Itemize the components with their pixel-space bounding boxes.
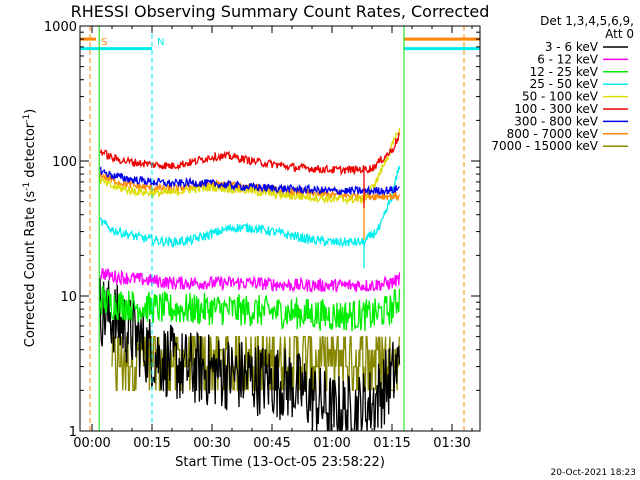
- x-tick-label: 00:15: [133, 436, 170, 451]
- x-axis-label: Start Time (13-Oct-05 23:58:22): [175, 455, 385, 470]
- y-tick-label: 100: [52, 155, 77, 170]
- y-axis-label-end: ): [23, 109, 38, 114]
- series-6-12-kev: [99, 268, 401, 294]
- series-25-50-kev: [99, 165, 401, 248]
- y-tick-label: 10: [60, 290, 77, 305]
- y-axis-label-sup1: -1: [22, 182, 32, 191]
- series-3-6-kev: [99, 277, 401, 431]
- x-tick-label: 01:15: [373, 436, 410, 451]
- y-axis-label-sup2: -1: [22, 114, 32, 123]
- series-100-300-kev: [100, 131, 401, 177]
- legend-header-attenuator: Att 0: [605, 27, 634, 41]
- legend-header-detectors: Det 1,3,4,5,6,9,: [540, 14, 634, 28]
- plot-frame: [79, 25, 481, 432]
- x-tick-label: 01:30: [433, 436, 470, 451]
- legend-label-7000-15000-kev: 7000 - 15000 keV: [491, 139, 598, 153]
- y-axis-label-mid: detector: [23, 122, 38, 182]
- legend-label-25-50-kev: 25 - 50 keV: [530, 77, 599, 91]
- annotation-n: N: [157, 37, 164, 48]
- y-tick-label: 1: [69, 425, 77, 440]
- legend-label-100-300-kev: 100 - 300 keV: [514, 102, 598, 116]
- series-300-800-kev: [99, 165, 400, 196]
- footer-timestamp: 20-Oct-2021 18:23: [551, 468, 636, 478]
- y-tick-label: 1000: [44, 20, 77, 35]
- series-50-100-kev: [99, 127, 401, 206]
- x-tick-label: 00:30: [193, 436, 230, 451]
- x-tick-label: 01:00: [313, 436, 350, 451]
- legend-label-12-25-kev: 12 - 25 keV: [530, 65, 599, 79]
- legend-label-50-100-kev: 50 - 100 keV: [522, 90, 599, 104]
- annotation-s: S: [101, 37, 107, 48]
- y-axis-label: Corrected Count Rate (s-1 detector-1): [22, 109, 38, 347]
- axes: 00:00 00:15 00:30 00:45 01:00 01:15 01:30 1 10 10…: [44, 20, 480, 451]
- x-tick-label: 00:45: [253, 436, 290, 451]
- legend-label-800-7000-kev: 800 - 7000 keV: [507, 127, 599, 141]
- x-tick-label: 00:00: [73, 436, 110, 451]
- chart-title: RHESSI Observing Summary Count Rates, Co…: [71, 2, 490, 21]
- legend-label-300-800-kev: 300 - 800 keV: [514, 114, 598, 128]
- series-12-25-kev: [99, 284, 401, 332]
- legend-label-3-6-kev: 3 - 6 keV: [545, 40, 599, 54]
- plot-inner: [80, 26, 480, 431]
- y-axis-label-main: Corrected Count Rate (s: [23, 191, 38, 348]
- legend-label-6-12-kev: 6 - 12 keV: [537, 52, 599, 66]
